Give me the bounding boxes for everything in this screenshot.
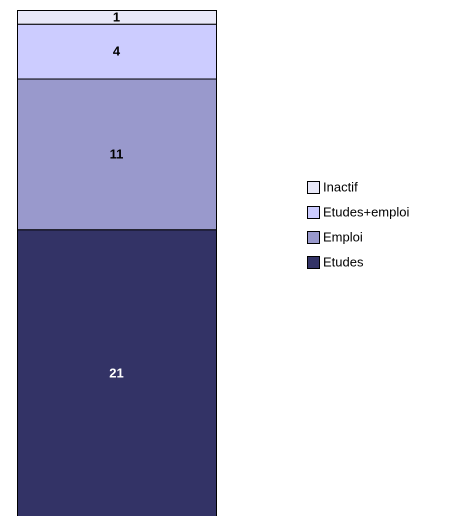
bar-segment [17, 23, 217, 80]
legend-label: Etudes [323, 254, 364, 269]
legend-swatch [307, 231, 320, 244]
legend-label: Inactif [323, 179, 358, 194]
data-label: 11 [110, 146, 124, 161]
data-label: 1 [113, 9, 120, 24]
legend-swatch [307, 181, 320, 194]
legend-label: Emploi [323, 229, 363, 244]
data-label: 4 [113, 44, 121, 59]
bar-segment [17, 10, 217, 25]
legend-swatch [307, 206, 320, 219]
legend-label: Etudes+emploi [323, 204, 409, 219]
bar-segment [17, 78, 217, 231]
legend-swatch [307, 256, 320, 269]
data-label: 21 [109, 366, 123, 381]
bar-segment [17, 229, 217, 516]
